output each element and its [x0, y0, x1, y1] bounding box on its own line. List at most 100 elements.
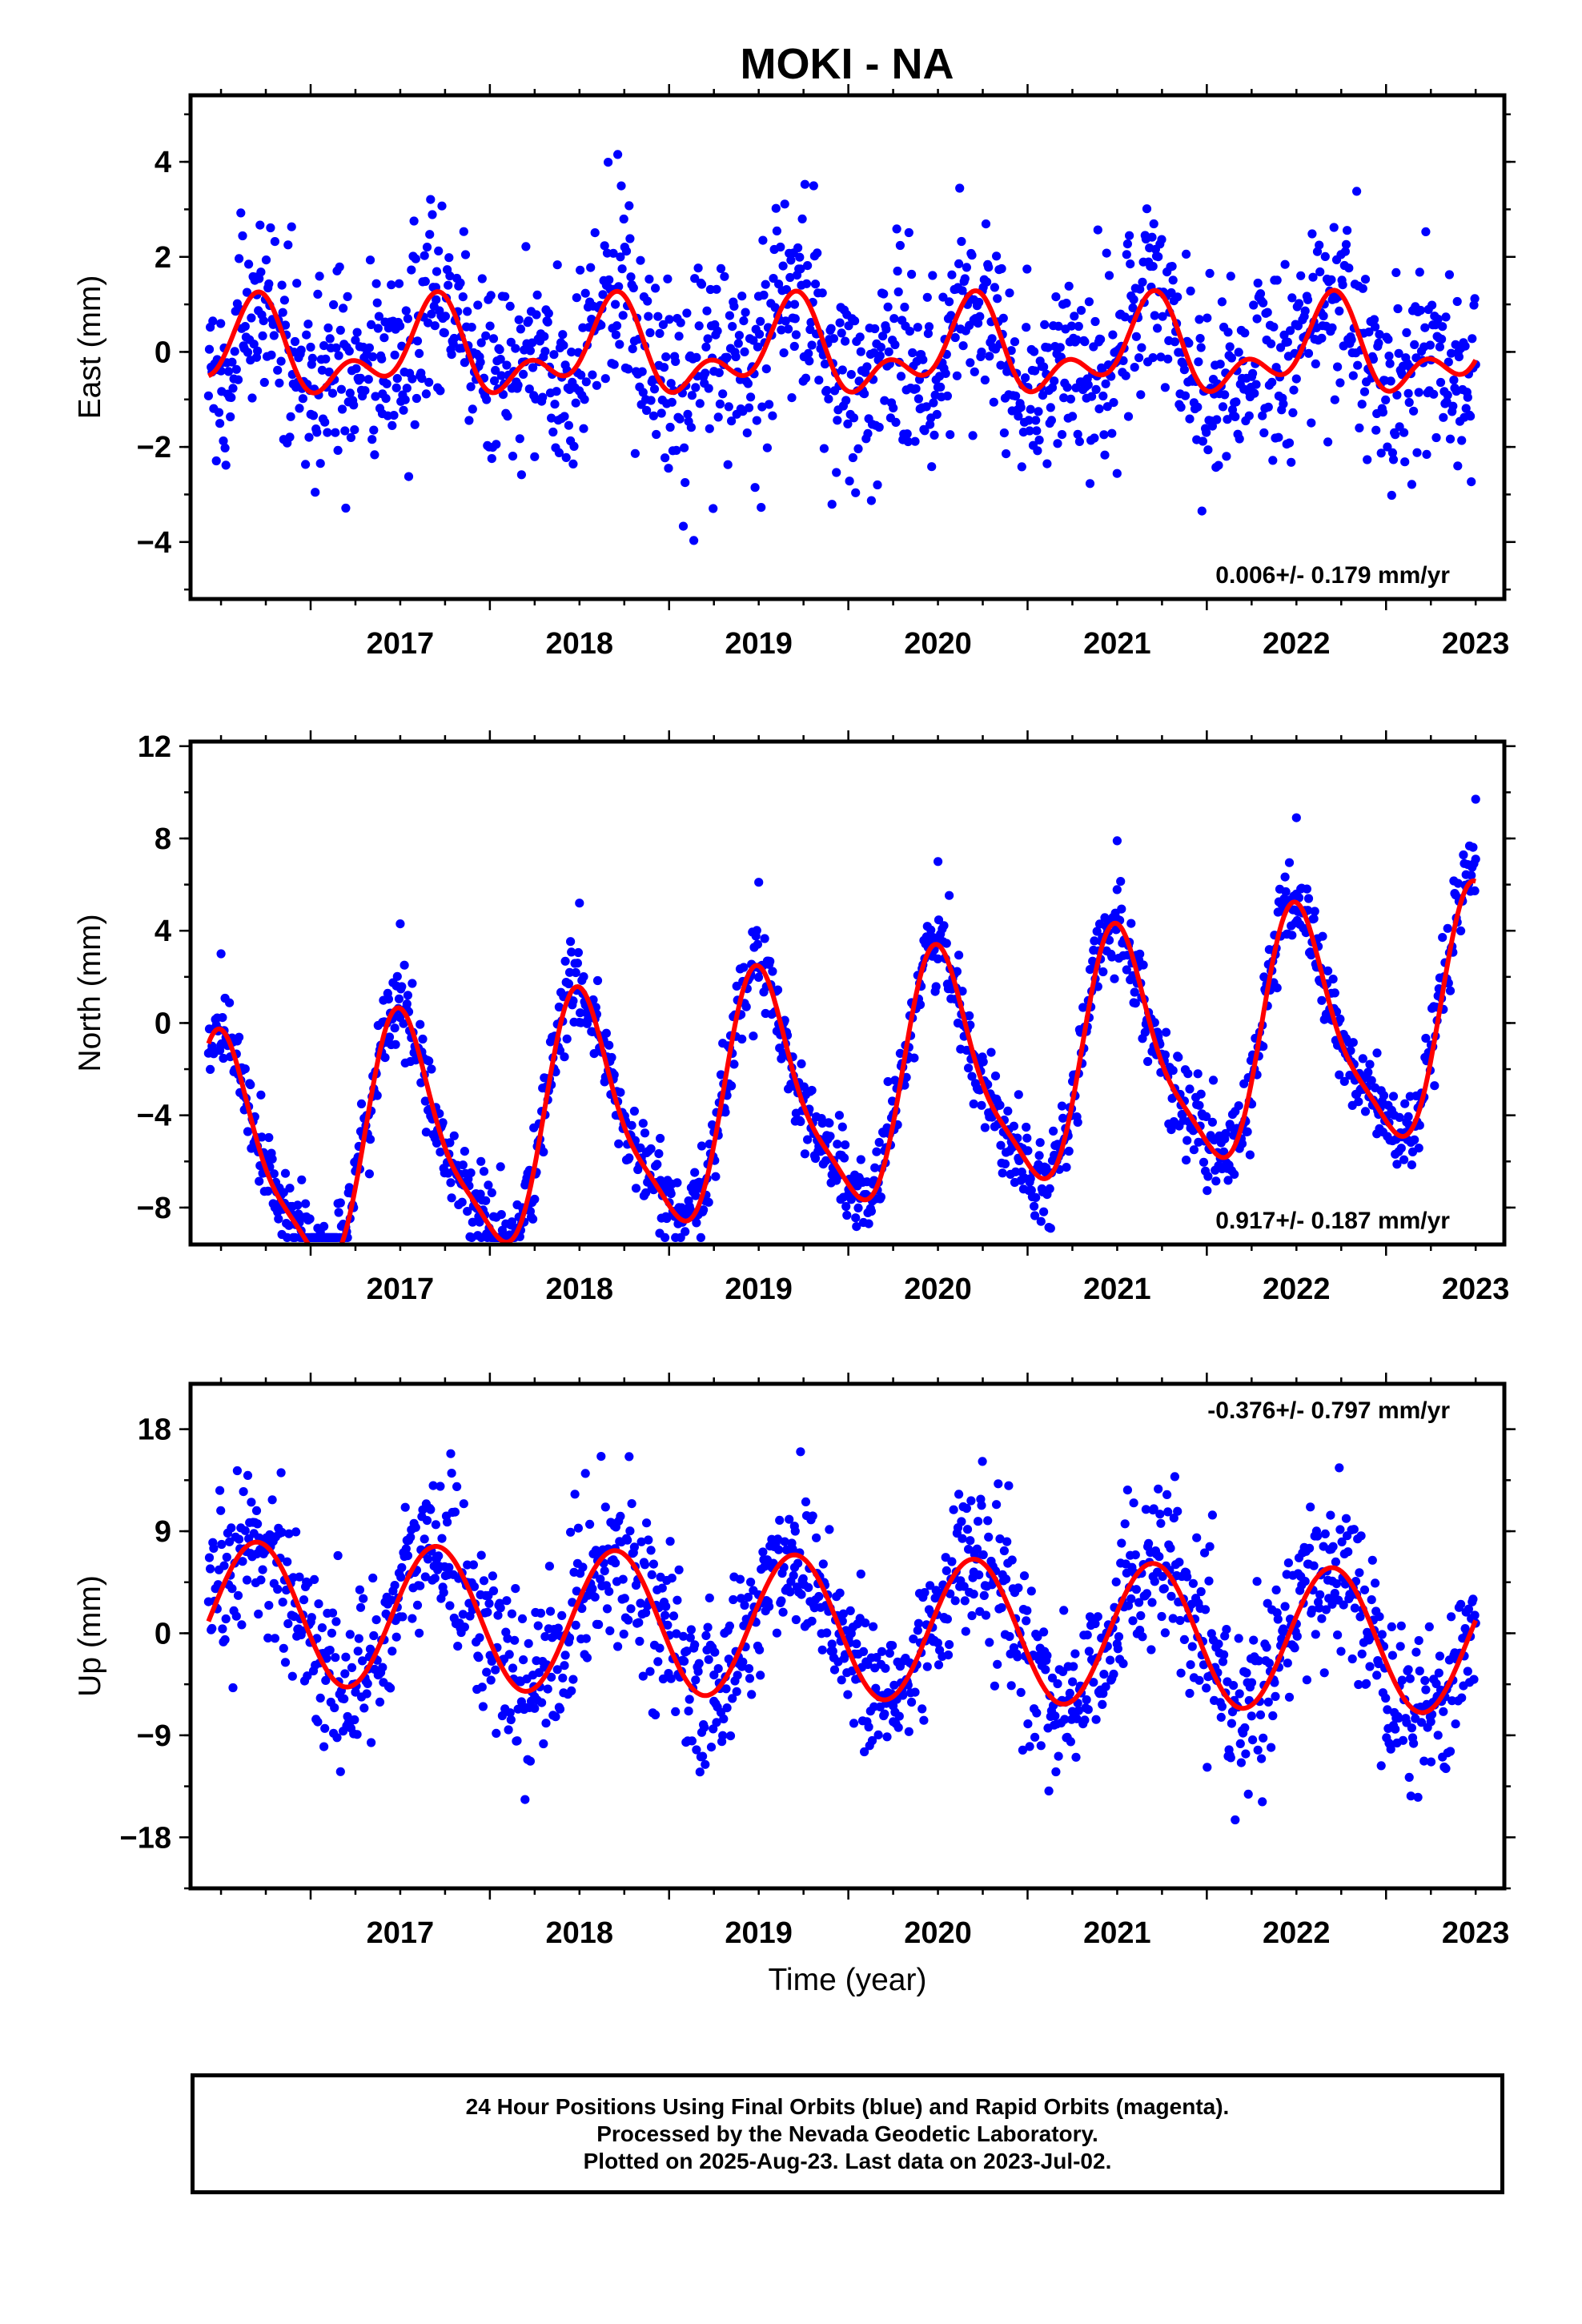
- data-point: [803, 261, 813, 271]
- x-tick-label: 2019: [725, 1916, 793, 1950]
- data-point: [1404, 397, 1414, 408]
- data-point: [786, 255, 796, 265]
- data-point: [585, 1519, 595, 1529]
- data-point: [425, 230, 435, 239]
- data-point: [397, 982, 407, 991]
- data-point: [713, 1664, 723, 1674]
- data-point: [1047, 1673, 1058, 1683]
- data-point: [967, 1610, 977, 1621]
- data-point: [1253, 1745, 1263, 1755]
- data-point: [1120, 312, 1130, 322]
- data-point: [473, 300, 483, 310]
- data-point: [299, 1595, 309, 1605]
- data-point: [276, 1468, 286, 1478]
- data-point: [1391, 1724, 1400, 1734]
- data-point: [1387, 490, 1396, 501]
- data-point: [992, 251, 1002, 261]
- data-point: [885, 1648, 894, 1658]
- data-point: [371, 279, 381, 288]
- data-point: [658, 320, 669, 329]
- data-point: [278, 1598, 287, 1607]
- data-point: [1130, 363, 1139, 372]
- data-point: [729, 1594, 738, 1605]
- data-point: [1004, 1481, 1014, 1490]
- data-point: [1074, 436, 1084, 447]
- data-point: [978, 1457, 987, 1466]
- data-point: [681, 478, 690, 488]
- data-point: [687, 1736, 697, 1746]
- data-point: [355, 1602, 366, 1612]
- data-point: [1014, 412, 1023, 421]
- data-point: [1160, 1050, 1170, 1059]
- data-point: [1262, 1642, 1271, 1652]
- data-point: [619, 1629, 628, 1639]
- data-point: [387, 280, 396, 290]
- data-point: [693, 1667, 703, 1676]
- data-point: [1317, 995, 1327, 1005]
- data-point: [779, 348, 789, 358]
- data-point: [1207, 421, 1217, 431]
- data-point: [1138, 960, 1148, 970]
- data-point: [1193, 402, 1203, 412]
- data-point: [943, 1651, 954, 1660]
- data-point: [982, 277, 992, 287]
- data-point: [715, 399, 725, 409]
- data-point: [371, 392, 380, 401]
- data-point: [1091, 384, 1101, 394]
- data-point: [532, 310, 541, 320]
- data-point: [775, 1515, 785, 1525]
- data-point: [216, 1506, 226, 1515]
- data-point: [646, 1546, 656, 1555]
- data-point: [426, 1505, 436, 1514]
- data-point: [1036, 1741, 1046, 1751]
- data-point: [1158, 1572, 1167, 1582]
- data-point: [822, 385, 832, 396]
- data-point: [1189, 1145, 1199, 1155]
- data-point: [1173, 292, 1182, 302]
- data-point: [700, 1723, 709, 1732]
- x-tick-label: 2018: [546, 1916, 614, 1950]
- data-point: [962, 1525, 973, 1534]
- data-point: [468, 1217, 477, 1227]
- data-point: [1352, 187, 1362, 196]
- data-point: [1330, 395, 1339, 404]
- data-point: [1169, 1514, 1178, 1523]
- data-point: [550, 400, 560, 409]
- data-point: [1218, 402, 1228, 412]
- data-point: [1396, 1144, 1406, 1153]
- data-point: [918, 355, 928, 364]
- data-point: [611, 1558, 620, 1568]
- data-point: [1335, 1014, 1345, 1024]
- data-point: [315, 271, 324, 281]
- data-point: [604, 1040, 614, 1050]
- data-point: [484, 1598, 494, 1608]
- data-point: [432, 267, 442, 276]
- data-point: [986, 1047, 996, 1057]
- data-point: [511, 344, 520, 353]
- data-point: [702, 306, 712, 316]
- data-point: [533, 1621, 543, 1630]
- data-point: [1033, 446, 1042, 456]
- data-point: [1093, 1612, 1102, 1622]
- data-point: [618, 1574, 628, 1584]
- data-point: [1073, 1117, 1082, 1127]
- data-point: [1317, 1614, 1327, 1623]
- data-point: [1371, 322, 1380, 332]
- data-point: [1357, 400, 1367, 409]
- data-point: [343, 292, 352, 301]
- data-point: [869, 1622, 878, 1631]
- data-point: [374, 312, 383, 321]
- data-point: [420, 1534, 429, 1544]
- data-point: [568, 1598, 577, 1607]
- data-point: [1168, 275, 1178, 285]
- data-point: [714, 368, 724, 377]
- data-point: [394, 994, 404, 1003]
- data-point: [1090, 936, 1099, 946]
- data-point: [1255, 1710, 1266, 1719]
- data-point: [998, 1168, 1007, 1178]
- data-point: [247, 313, 256, 323]
- data-point: [785, 1587, 795, 1597]
- data-point: [926, 925, 936, 935]
- data-point: [648, 1559, 659, 1569]
- data-point: [785, 272, 795, 283]
